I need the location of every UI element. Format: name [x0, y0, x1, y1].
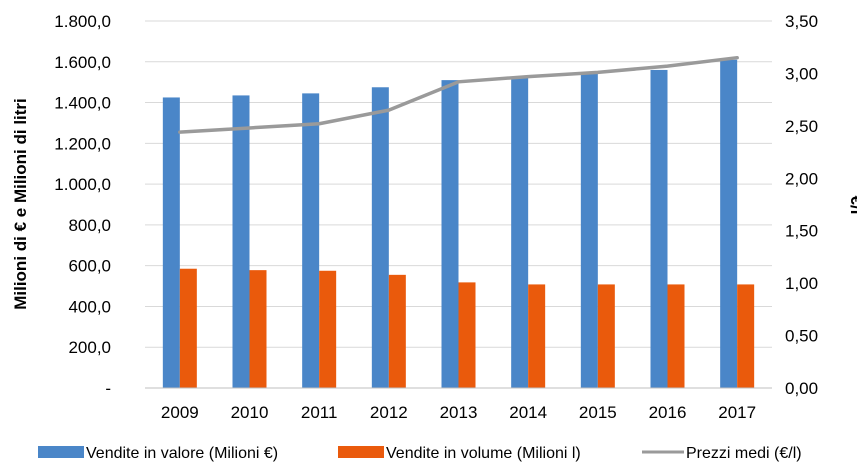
- x-tick-label: 2017: [718, 403, 756, 422]
- bar-volume: [249, 270, 267, 388]
- bar-volume: [597, 284, 615, 388]
- y-tick-label: 1.800,0: [54, 12, 111, 31]
- y2-tick-label: 1,50: [785, 222, 818, 241]
- x-tick-label: 2014: [509, 403, 547, 422]
- y2-tick-label: 1,00: [785, 274, 818, 293]
- y2-tick-label: 0,50: [785, 327, 818, 346]
- bar-value: [302, 93, 320, 388]
- price-series-line: [178, 55, 739, 134]
- y2-tick-label: 3,00: [785, 64, 818, 83]
- bar-value: [511, 77, 529, 388]
- y-axis-title: Milioni di € e Milioni di litri: [11, 98, 30, 310]
- y-tick-label: 800,0: [68, 216, 111, 235]
- y2-axis-title: €/l: [847, 196, 857, 215]
- y2-tick-label: 2,50: [785, 117, 818, 136]
- bar-value: [650, 69, 668, 388]
- bar-value: [580, 72, 598, 388]
- y-tick-label: 1.600,0: [54, 53, 111, 72]
- x-tick-label: 2010: [231, 403, 269, 422]
- y2-tick-label: 2,00: [785, 169, 818, 188]
- y-tick-label: 600,0: [68, 257, 111, 276]
- bar-value: [441, 80, 459, 388]
- bar-volume: [388, 274, 406, 388]
- legend-swatch-volume: [338, 446, 384, 458]
- y-tick-label: 1.200,0: [54, 134, 111, 153]
- bar-value: [371, 87, 389, 388]
- y-tick-label: -: [105, 379, 111, 398]
- x-tick-label: 2012: [370, 403, 408, 422]
- y-tick-label: 1.400,0: [54, 94, 111, 113]
- bar-volume: [319, 270, 337, 388]
- legend-label-value: Vendite in valore (Milioni €): [86, 445, 278, 462]
- axes: - 200,0 400,0 600,0 800,0 1.000,0 1.200,0 1.400…: [54, 12, 818, 422]
- x-tick-label: 2009: [161, 403, 199, 422]
- bar-volume: [179, 268, 197, 388]
- price-line: [178, 55, 739, 134]
- legend-swatch-value: [38, 446, 84, 458]
- bar-volume: [528, 284, 546, 388]
- legend-label-volume: Vendite in volume (Milioni l): [386, 445, 581, 462]
- legend-label-price: Prezzi medi (€/l): [686, 445, 802, 462]
- bar-value: [162, 97, 180, 388]
- bar-value: [720, 59, 738, 388]
- x-tick-label: 2013: [440, 403, 478, 422]
- x-tick-label: 2016: [649, 403, 687, 422]
- bar-volume: [737, 284, 755, 388]
- y-tick-label: 200,0: [68, 338, 111, 357]
- bar-volume: [458, 282, 476, 388]
- bar-value: [232, 95, 250, 389]
- bar-volume: [667, 284, 685, 388]
- y-tick-label: 1.000,0: [54, 175, 111, 194]
- y2-tick-label: 0,00: [785, 379, 818, 398]
- x-tick-label: 2011: [301, 403, 338, 422]
- y2-tick-label: 3,50: [785, 12, 818, 31]
- legend: Vendite in valore (Milioni €) Vendite in…: [38, 445, 802, 462]
- bars: [162, 59, 755, 389]
- y-tick-label: 400,0: [68, 297, 111, 316]
- x-tick-label: 2015: [579, 403, 617, 422]
